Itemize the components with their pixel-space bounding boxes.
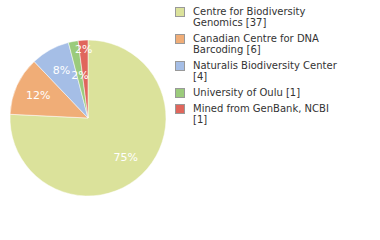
svg-text:75%: 75% [113,151,137,164]
html-text:Canadian Centre for DNA Barcod: Canadian Centre for DNA Barcoding [6] [193,33,319,55]
html-text:Mined from GenBank, NCBI [1]: Mined from GenBank, NCBI [1] [193,103,329,125]
svg-text:12%: 12% [26,89,50,102]
svg-text:2%: 2% [71,69,88,82]
html-text:Centre for Biodiversity Genomi: Centre for Biodiversity Genomics [37] [193,6,306,28]
html-text:University of Oulu [1]: University of Oulu [1] [193,87,301,98]
svg-text:8%: 8% [53,64,70,77]
html-text:Naturalis Biodiversity Center: Naturalis Biodiversity Center [4] [193,60,337,82]
svg-text:2%: 2% [75,43,92,56]
